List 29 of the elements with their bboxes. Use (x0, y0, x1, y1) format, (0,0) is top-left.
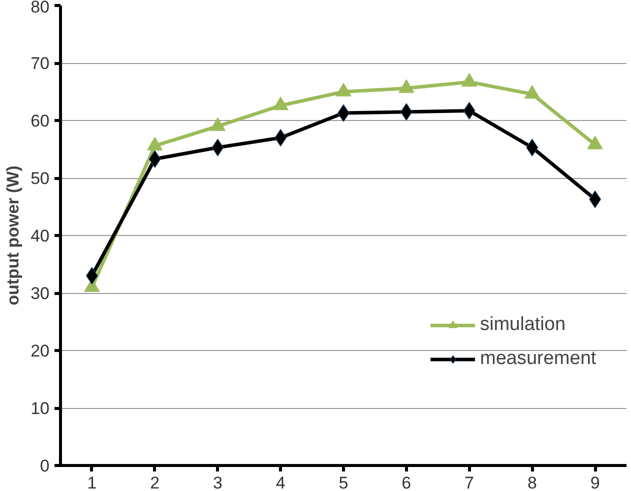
x-tick-label: 3 (212, 474, 222, 491)
x-tick-label: 1 (87, 474, 97, 491)
x-tick-label: 6 (402, 474, 412, 491)
y-tick-label: 10 (30, 399, 50, 418)
y-tick-label: 80 (30, 0, 50, 16)
x-tick-label: 9 (590, 474, 600, 491)
y-axis-title: output power (W) (4, 166, 23, 306)
point (272, 96, 288, 110)
x-tick-label: 4 (276, 474, 286, 491)
point (336, 82, 352, 96)
legend-label: simulation (480, 314, 566, 336)
point (524, 85, 540, 99)
x-tick-label: 7 (464, 474, 474, 491)
y-tick-label: 40 (30, 226, 50, 246)
y-tick-label: 70 (30, 54, 50, 73)
point (587, 136, 603, 150)
y-tick-label: 0 (40, 456, 50, 476)
point (398, 79, 414, 93)
point (461, 73, 478, 87)
x-tick-label: 8 (527, 474, 537, 491)
y-tick-label: 60 (30, 112, 50, 130)
x-tick-label: 2 (150, 474, 160, 491)
x-tick-label: 5 (338, 474, 348, 491)
point (210, 117, 226, 131)
legend-label: measurement (480, 348, 596, 370)
point (147, 136, 163, 150)
y-tick-label: 50 (30, 169, 50, 188)
y-tick-label: 30 (30, 284, 50, 303)
y-tick-label: 20 (30, 342, 50, 360)
